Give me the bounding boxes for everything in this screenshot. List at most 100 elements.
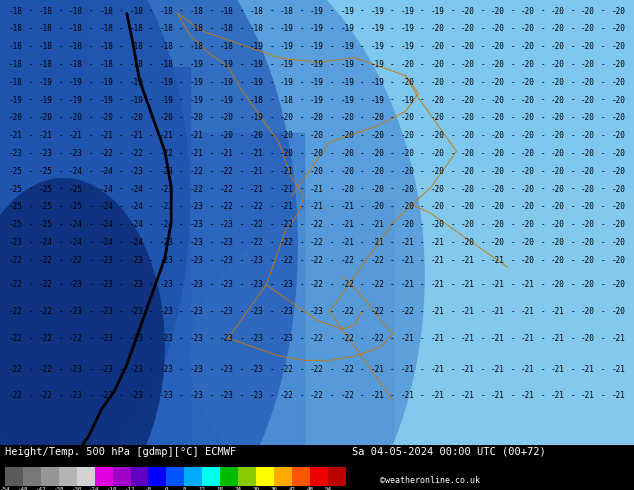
Text: -: - bbox=[450, 131, 455, 140]
Text: -: - bbox=[300, 113, 304, 122]
Text: -: - bbox=[481, 220, 485, 229]
Text: -: - bbox=[420, 96, 425, 104]
Text: -20: -20 bbox=[491, 238, 505, 247]
Text: -: - bbox=[390, 280, 394, 289]
Text: -: - bbox=[149, 131, 153, 140]
Text: -19: -19 bbox=[190, 96, 204, 104]
Text: -23: -23 bbox=[160, 307, 173, 316]
Text: -23: -23 bbox=[190, 238, 204, 247]
Text: -: - bbox=[450, 78, 455, 87]
Text: -23: -23 bbox=[190, 256, 204, 265]
Text: -23: -23 bbox=[160, 365, 173, 374]
Text: -: - bbox=[571, 149, 575, 158]
Text: -: - bbox=[269, 7, 274, 16]
Text: -21: -21 bbox=[250, 149, 264, 158]
Text: -19: -19 bbox=[69, 78, 83, 87]
Text: -21: -21 bbox=[340, 220, 354, 229]
Text: -: - bbox=[240, 365, 244, 374]
Text: 36: 36 bbox=[270, 487, 277, 490]
Text: -19: -19 bbox=[310, 78, 324, 87]
Text: -20: -20 bbox=[521, 149, 534, 158]
Text: -: - bbox=[390, 149, 394, 158]
Text: -21: -21 bbox=[340, 238, 354, 247]
Text: -: - bbox=[119, 238, 124, 247]
Text: -20: -20 bbox=[220, 113, 233, 122]
Text: -22: -22 bbox=[160, 149, 173, 158]
Text: -22: -22 bbox=[370, 280, 384, 289]
Text: -21: -21 bbox=[100, 131, 113, 140]
Text: -: - bbox=[541, 392, 545, 400]
Text: -18: -18 bbox=[9, 42, 23, 51]
Text: -: - bbox=[360, 113, 365, 122]
Text: -48: -48 bbox=[18, 487, 29, 490]
Text: -20: -20 bbox=[401, 113, 414, 122]
Text: -: - bbox=[450, 149, 455, 158]
Text: -20: -20 bbox=[100, 113, 113, 122]
Text: -: - bbox=[269, 96, 274, 104]
Text: -: - bbox=[179, 42, 184, 51]
Text: -: - bbox=[390, 113, 394, 122]
Text: -21: -21 bbox=[491, 392, 505, 400]
Text: -: - bbox=[269, 365, 274, 374]
Text: -: - bbox=[209, 256, 214, 265]
Text: -20: -20 bbox=[611, 220, 625, 229]
Text: -23: -23 bbox=[129, 256, 143, 265]
Text: -19: -19 bbox=[129, 78, 143, 87]
Text: -20: -20 bbox=[430, 113, 444, 122]
Text: -20: -20 bbox=[521, 24, 534, 33]
Text: -: - bbox=[541, 334, 545, 343]
Text: -21: -21 bbox=[551, 334, 565, 343]
Text: -20: -20 bbox=[521, 78, 534, 87]
Text: -20: -20 bbox=[430, 185, 444, 194]
Ellipse shape bbox=[0, 0, 425, 490]
Text: -20: -20 bbox=[491, 220, 505, 229]
Text: -: - bbox=[420, 113, 425, 122]
Text: -: - bbox=[420, 280, 425, 289]
Text: -: - bbox=[149, 113, 153, 122]
Text: -19: -19 bbox=[370, 42, 384, 51]
Text: -20: -20 bbox=[611, 149, 625, 158]
Text: -: - bbox=[269, 334, 274, 343]
Text: -: - bbox=[29, 96, 33, 104]
Text: -: - bbox=[269, 280, 274, 289]
Text: -: - bbox=[59, 131, 63, 140]
Text: -23: -23 bbox=[310, 307, 324, 316]
Text: -: - bbox=[420, 238, 425, 247]
Bar bbox=[256, 467, 274, 487]
Text: -20: -20 bbox=[611, 202, 625, 211]
Text: -: - bbox=[300, 365, 304, 374]
Text: -22: -22 bbox=[9, 365, 23, 374]
Text: -22: -22 bbox=[9, 334, 23, 343]
Text: -: - bbox=[360, 167, 365, 176]
Text: -20: -20 bbox=[491, 131, 505, 140]
Text: -24: -24 bbox=[89, 487, 100, 490]
Text: -: - bbox=[269, 149, 274, 158]
Text: -22: -22 bbox=[370, 307, 384, 316]
Text: -: - bbox=[360, 60, 365, 69]
Text: -: - bbox=[481, 202, 485, 211]
Text: -: - bbox=[29, 307, 33, 316]
Text: -: - bbox=[240, 7, 244, 16]
Text: -: - bbox=[541, 7, 545, 16]
Text: -: - bbox=[541, 202, 545, 211]
Text: -: - bbox=[481, 96, 485, 104]
Text: -: - bbox=[390, 60, 394, 69]
Text: -: - bbox=[119, 96, 124, 104]
Text: -23: -23 bbox=[100, 256, 113, 265]
Text: -: - bbox=[510, 392, 515, 400]
Text: -: - bbox=[481, 42, 485, 51]
Text: -25: -25 bbox=[39, 167, 53, 176]
Text: -23: -23 bbox=[190, 307, 204, 316]
Text: -: - bbox=[330, 307, 334, 316]
Text: -: - bbox=[59, 334, 63, 343]
Text: -: - bbox=[510, 131, 515, 140]
Text: -20: -20 bbox=[430, 96, 444, 104]
Text: -: - bbox=[240, 256, 244, 265]
Text: -: - bbox=[571, 24, 575, 33]
Text: -: - bbox=[59, 149, 63, 158]
Text: -: - bbox=[481, 113, 485, 122]
Text: -: - bbox=[29, 60, 33, 69]
Text: -21: -21 bbox=[430, 280, 444, 289]
Text: -: - bbox=[149, 60, 153, 69]
Text: -20: -20 bbox=[9, 113, 23, 122]
